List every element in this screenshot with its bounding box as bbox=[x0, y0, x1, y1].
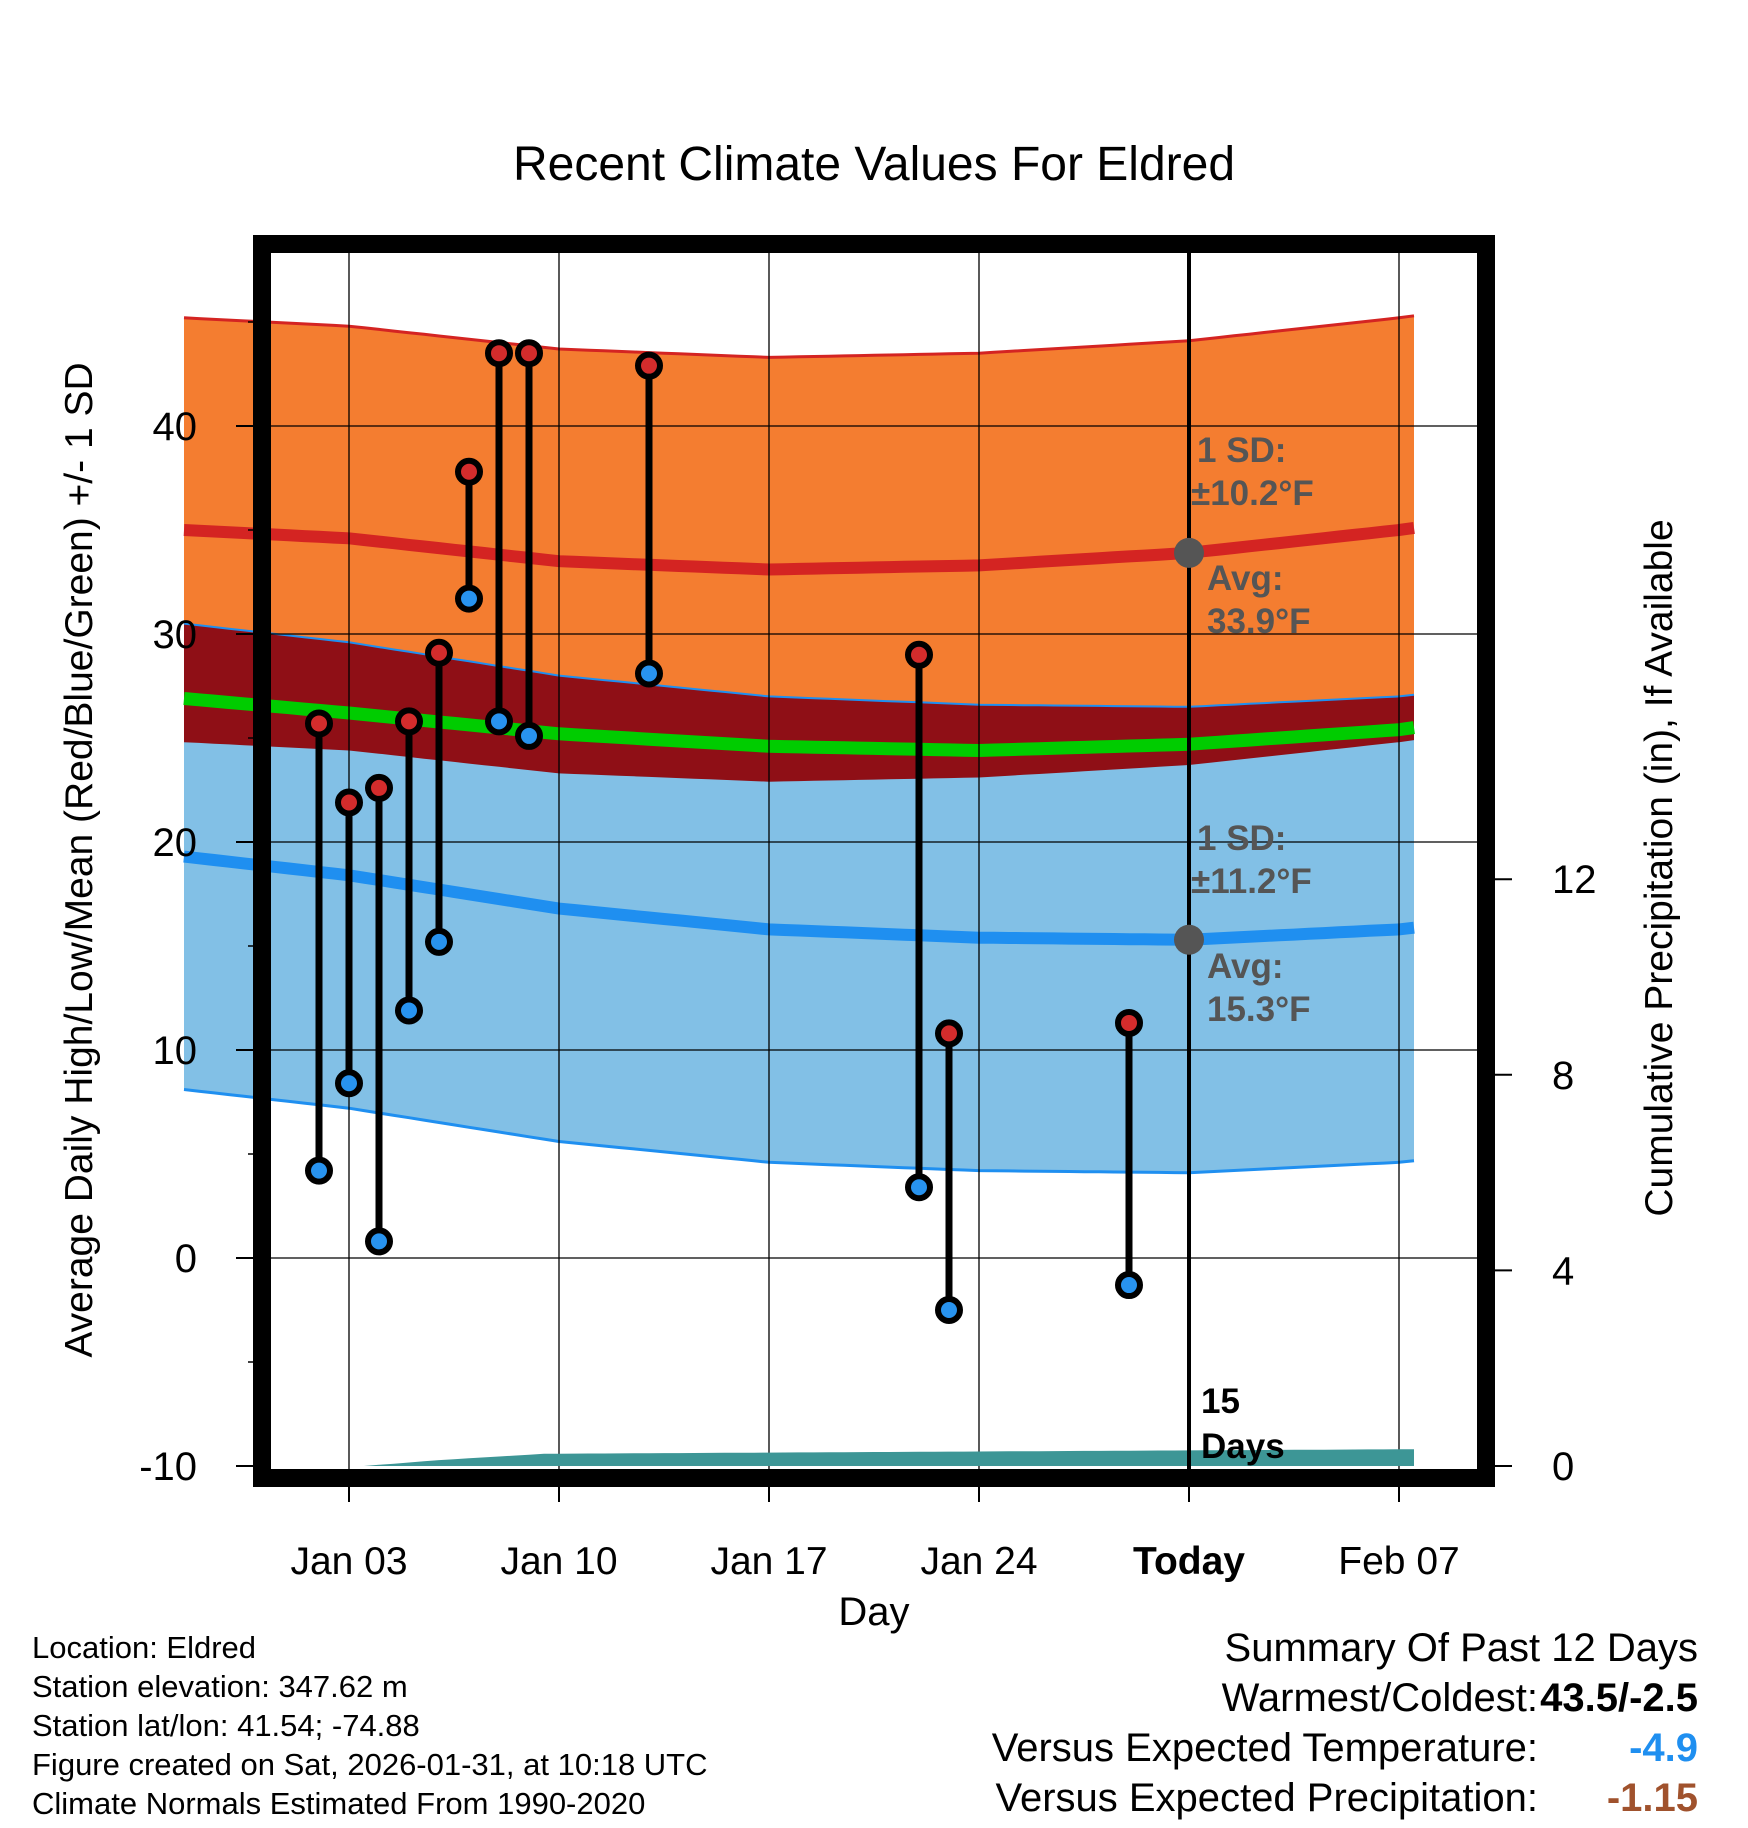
high-sd-value: ±10.2°F bbox=[1191, 474, 1314, 513]
normal-low-line bbox=[183, 850, 1415, 946]
y-tick-label: 10 bbox=[153, 1029, 198, 1073]
observed-high-marker bbox=[425, 638, 453, 667]
summary-title: Summary Of Past 12 Days bbox=[1224, 1626, 1698, 1670]
x-tick-label: Jan 17 bbox=[710, 1540, 827, 1583]
x-tick-label: Jan 10 bbox=[500, 1540, 617, 1583]
low-sd-label: 1 SD: bbox=[1197, 819, 1286, 858]
x-tick-label: Jan 24 bbox=[920, 1540, 1037, 1583]
observed-high-marker bbox=[485, 339, 513, 368]
temperature-label: Versus Expected Temperature: bbox=[991, 1726, 1538, 1770]
y2-tick-label: 4 bbox=[1552, 1249, 1574, 1293]
observed-low-marker bbox=[455, 584, 483, 613]
summary-panel: Summary Of Past 12 Days Warmest/Coldest:… bbox=[798, 1623, 1698, 1823]
precipitation-label: Versus Expected Precipitation: bbox=[995, 1776, 1538, 1820]
x-tick-label: Today bbox=[1133, 1540, 1245, 1583]
temperature-row: Versus Expected Temperature: -4.9 bbox=[798, 1723, 1698, 1773]
warmest-coldest-label: Warmest/Coldest: bbox=[1221, 1676, 1538, 1720]
y2-axis-label: Cumulative Precipitation (in), If Availa… bbox=[1638, 519, 1681, 1216]
high-average-dot bbox=[1174, 537, 1204, 568]
observed-low-marker bbox=[1115, 1271, 1143, 1300]
warmest-coldest-value: 43.5/-2.5 bbox=[1540, 1676, 1698, 1720]
plot-area: 1 SD: ±10.2°F Avg: 33.9°F 1 SD: ±11.2°F Avg: 15… bbox=[139, 235, 1597, 1583]
observed-high-marker bbox=[365, 773, 393, 802]
observed-low-marker bbox=[365, 1227, 393, 1256]
x-tick-label: Feb 07 bbox=[1338, 1540, 1459, 1583]
precipitation-value: -1.15 bbox=[1606, 1776, 1698, 1820]
warmest-coldest-row: Warmest/Coldest:43.5/-2.5 bbox=[798, 1673, 1698, 1723]
normals-text: Climate Normals Estimated From 1990-2020 bbox=[32, 1786, 646, 1821]
observed-high-marker bbox=[455, 457, 483, 486]
high-avg-label: Avg: bbox=[1207, 559, 1283, 598]
observed-high-marker bbox=[515, 339, 543, 368]
observed-high-marker bbox=[395, 707, 423, 736]
days-count-number: 15 bbox=[1201, 1382, 1240, 1421]
x-tick-label: Jan 03 bbox=[290, 1540, 407, 1583]
high-sd-upper-edge bbox=[183, 314, 1415, 359]
days-count-word: Days bbox=[1201, 1427, 1285, 1466]
observed-low-marker bbox=[905, 1173, 933, 1202]
low-avg-value: 15.3°F bbox=[1207, 990, 1311, 1029]
low-avg-label: Avg: bbox=[1207, 947, 1283, 986]
observed-high-marker bbox=[635, 351, 663, 380]
low-average-dot bbox=[1174, 924, 1204, 955]
observed-high-marker bbox=[305, 709, 333, 738]
low-sd-value: ±11.2°F bbox=[1191, 862, 1312, 901]
x-axis-label: Day bbox=[838, 1590, 909, 1634]
high-sd-label: 1 SD: bbox=[1197, 431, 1286, 470]
y-tick-label: 0 bbox=[175, 1237, 197, 1281]
precipitation-row: Versus Expected Precipitation: -1.15 bbox=[798, 1773, 1698, 1823]
y-tick-label: 20 bbox=[153, 821, 198, 865]
high-avg-value: 33.9°F bbox=[1207, 602, 1311, 641]
observed-low-marker bbox=[305, 1156, 333, 1185]
location-text: Location: Eldred bbox=[32, 1630, 257, 1665]
y-axis-label: Average Daily High/Low/Mean (Red/Blue/Gr… bbox=[58, 362, 101, 1357]
observed-high-marker bbox=[335, 788, 363, 817]
observed-low-marker bbox=[335, 1069, 363, 1098]
low-sd-upper-edge bbox=[183, 622, 1415, 708]
precipitation-area bbox=[262, 1449, 1414, 1466]
observed-low-marker bbox=[515, 721, 543, 750]
chart-title: Recent Climate Values For Eldred bbox=[513, 138, 1235, 191]
temperature-value: -4.9 bbox=[1629, 1726, 1698, 1770]
observed-high-marker bbox=[905, 640, 933, 669]
observed-low-marker bbox=[425, 927, 453, 956]
y2-tick-label: 0 bbox=[1552, 1445, 1574, 1489]
normal-mean-line bbox=[183, 692, 1415, 758]
plot-frame bbox=[253, 235, 1495, 1487]
elevation-text: Station elevation: 347.62 m bbox=[32, 1669, 408, 1704]
latlon-text: Station lat/lon: 41.54; -74.88 bbox=[32, 1708, 420, 1743]
created-text: Figure created on Sat, 2026-01-31, at 10… bbox=[32, 1747, 708, 1782]
y2-tick-label: 12 bbox=[1552, 858, 1597, 902]
observed-low-marker bbox=[485, 707, 513, 736]
station-info: Location: Eldred Station elevation: 347.… bbox=[32, 1628, 708, 1823]
y2-tick-label: 8 bbox=[1552, 1054, 1574, 1098]
observed-low-marker bbox=[635, 659, 663, 688]
observed-high-marker bbox=[1115, 1008, 1143, 1037]
y-tick-label: 40 bbox=[153, 405, 198, 449]
observed-high-marker bbox=[935, 1019, 963, 1048]
observed-low-marker bbox=[935, 1296, 963, 1324]
observed-low-marker bbox=[395, 996, 423, 1025]
low-sd-lower-edge bbox=[183, 1088, 1415, 1175]
y-tick-label: -10 bbox=[139, 1445, 197, 1489]
normal-high-line bbox=[183, 521, 1415, 576]
y-tick-label: 30 bbox=[153, 613, 198, 657]
